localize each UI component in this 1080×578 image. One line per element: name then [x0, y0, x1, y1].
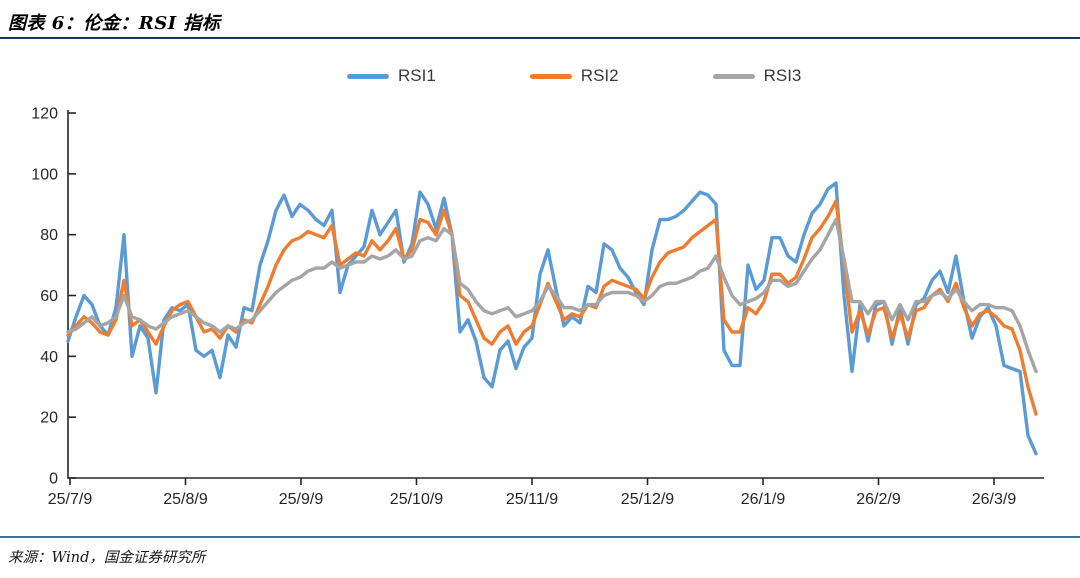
legend-label-rsi1: RSI1 — [398, 66, 436, 85]
source-note: 来源：Wind，国金证券研究所 — [8, 550, 206, 566]
y-axis-label: 120 — [31, 106, 58, 123]
legend-item-rsi1: RSI1 — [347, 66, 436, 86]
x-axis-label: 26/3/9 — [972, 491, 1017, 508]
y-axis-label: 20 — [40, 410, 58, 427]
y-axis-label: 100 — [31, 166, 58, 183]
chart-legend: RSI1 RSI2 RSI3 — [347, 66, 801, 86]
chart-title: 图表 6：伦金：RSI 指标 — [8, 13, 221, 34]
rsi1-line-icon — [347, 73, 389, 79]
rsi2-line-icon — [529, 73, 572, 79]
legend-item-rsi2: RSI2 — [529, 66, 619, 86]
y-axis-label: 60 — [40, 288, 58, 305]
x-axis-label: 25/8/9 — [163, 491, 208, 508]
legend-label-rsi3: RSI3 — [763, 66, 802, 85]
x-axis-label: 25/11/9 — [506, 491, 558, 508]
x-axis-label: 25/10/9 — [390, 491, 443, 508]
x-axis-label: 26/1/9 — [741, 491, 786, 508]
series-line-rsi3 — [66, 217, 1038, 374]
x-axis-label: 25/7/9 — [48, 491, 93, 508]
legend-item-rsi3: RSI3 — [712, 66, 802, 86]
x-axis-label: 25/9/9 — [279, 491, 324, 508]
y-axis-label: 80 — [40, 227, 58, 244]
rsi3-line-icon — [712, 73, 755, 79]
title-underline — [0, 37, 1080, 39]
y-axis-label: 40 — [40, 349, 58, 366]
x-axis-label: 25/12/9 — [621, 491, 674, 508]
footer-divider — [0, 536, 1080, 538]
legend-label-rsi2: RSI2 — [580, 66, 619, 85]
series-line-rsi2 — [66, 199, 1038, 416]
y-axis-label: 0 — [49, 471, 58, 488]
x-axis-label: 26/2/9 — [856, 491, 901, 508]
